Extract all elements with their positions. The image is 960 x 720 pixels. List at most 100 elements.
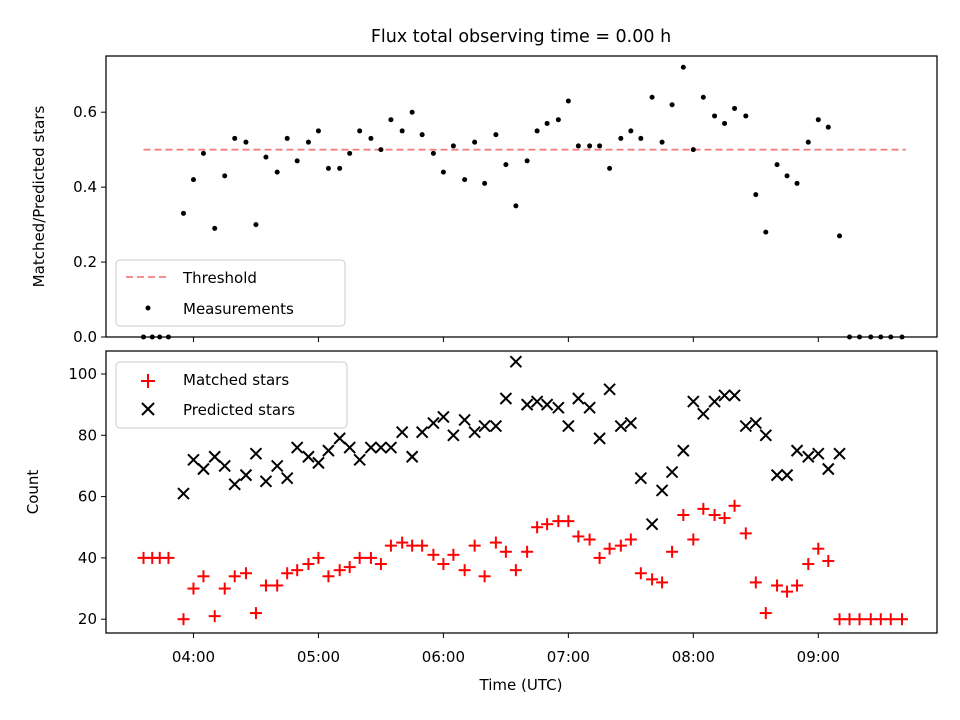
matched-stars-point xyxy=(447,548,460,561)
predicted-stars-point xyxy=(614,419,628,433)
measurement-point xyxy=(440,169,446,175)
measurement-point xyxy=(690,147,696,153)
matched-stars-point xyxy=(896,613,909,626)
predicted-stars-point xyxy=(415,426,429,439)
predicted-stars-point xyxy=(790,444,804,457)
predicted-stars-point xyxy=(249,447,263,460)
matched-stars-point xyxy=(624,533,637,546)
measurement-point xyxy=(399,128,405,134)
measurement-point xyxy=(462,177,468,183)
measurement-point xyxy=(784,173,790,179)
predicted-stars-point xyxy=(364,441,378,454)
predicted-stars-point xyxy=(239,468,253,482)
predicted-stars-point xyxy=(468,426,481,439)
matched-stars-point xyxy=(468,539,481,552)
predicted-stars-point xyxy=(290,441,304,454)
predicted-stars-point xyxy=(333,432,346,445)
predicted-stars-point xyxy=(634,471,648,485)
measurement-point xyxy=(700,94,706,100)
measurement-point xyxy=(503,162,509,168)
x-tick-label: 04:00 xyxy=(172,648,215,666)
predicted-stars-point xyxy=(770,468,784,482)
predicted-stars-point xyxy=(530,395,544,408)
predicted-stars-point xyxy=(708,395,721,408)
matched-stars-point xyxy=(697,502,710,515)
measurement-point xyxy=(450,143,456,149)
predicted-stars-point xyxy=(197,462,210,476)
matched-stars-point xyxy=(302,558,315,571)
measurement-point xyxy=(200,150,206,156)
predicted-stars-point xyxy=(353,453,366,467)
matched-stars-point xyxy=(427,548,440,561)
predicted-stars-point xyxy=(572,392,585,405)
measurement-point xyxy=(544,120,550,126)
bottom-y-ticks: 20 40 60 80 100 xyxy=(68,365,106,628)
top-legend: Threshold Measurements xyxy=(115,259,346,327)
measurement-point xyxy=(805,139,811,145)
matched-stars-point xyxy=(249,607,262,620)
measurement-point xyxy=(837,233,843,239)
predicted-stars-point xyxy=(489,419,503,433)
matched-stars-point xyxy=(208,610,221,623)
legend-predicted-label: Predicted stars xyxy=(183,401,295,419)
measurement-point xyxy=(794,180,800,186)
predicted-stars-point xyxy=(270,459,284,473)
measurement-point xyxy=(315,128,321,134)
x-tick-label: 05:00 xyxy=(297,648,340,666)
measurement-point xyxy=(815,117,821,123)
measurement-point xyxy=(774,162,780,168)
matched-stars-point xyxy=(572,530,585,543)
predicted-stars-point xyxy=(780,468,794,482)
measurement-point xyxy=(190,177,196,183)
measurement-point xyxy=(524,158,530,164)
legend-matched-marker xyxy=(141,374,155,388)
measurement-point xyxy=(587,143,593,149)
y-tick-label: 100 xyxy=(68,365,97,383)
matched-stars-point xyxy=(759,607,772,620)
predicted-stars-point xyxy=(312,456,325,470)
predicted-stars-point xyxy=(302,450,315,463)
matched-stars-point xyxy=(291,564,304,577)
predicted-stars-point xyxy=(687,395,700,408)
measurement-point xyxy=(274,169,280,175)
top-plot-marks xyxy=(140,64,906,340)
matched-stars-point xyxy=(634,567,647,580)
matched-stars-point xyxy=(177,613,190,626)
matched-stars-point xyxy=(312,551,325,564)
measurement-point xyxy=(325,165,331,171)
predicted-stars-point xyxy=(520,398,534,411)
measurement-point xyxy=(493,132,499,138)
matched-stars-point xyxy=(478,570,491,583)
matched-stars-point xyxy=(259,579,272,592)
measurement-point xyxy=(649,94,655,100)
predicted-stars-point xyxy=(812,447,825,460)
predicted-stars-point xyxy=(228,478,241,491)
matched-stars-point xyxy=(228,570,241,583)
measurement-point xyxy=(253,222,259,228)
measurement-point xyxy=(222,173,228,179)
y-tick-label: 0.2 xyxy=(73,253,97,271)
legend-matched-label: Matched stars xyxy=(183,371,289,389)
measurement-point xyxy=(597,143,603,149)
measurement-point xyxy=(212,225,218,231)
matched-stars-point xyxy=(499,545,512,558)
matched-stars-point xyxy=(687,533,700,546)
measurement-point xyxy=(763,229,769,235)
matched-stars-point xyxy=(656,576,669,589)
matched-stars-point xyxy=(749,576,762,589)
matched-stars-point xyxy=(593,551,606,564)
predicted-stars-point xyxy=(833,447,846,460)
matched-stars-point xyxy=(437,558,450,571)
predicted-stars-point xyxy=(509,355,523,368)
measurement-point xyxy=(284,135,290,141)
matched-stars-point xyxy=(812,542,825,555)
matched-stars-point xyxy=(781,585,794,598)
predicted-stars-point xyxy=(322,444,335,457)
matched-stars-point xyxy=(853,613,866,626)
predicted-stars-point xyxy=(645,517,659,531)
y-tick-label: 60 xyxy=(78,488,97,506)
bottom-panel: 20 40 60 80 100 04:00 05:00 06:00 07:00 08:00 09:… xyxy=(24,350,938,694)
matched-stars-point xyxy=(384,539,397,552)
measurement-point xyxy=(743,113,749,119)
